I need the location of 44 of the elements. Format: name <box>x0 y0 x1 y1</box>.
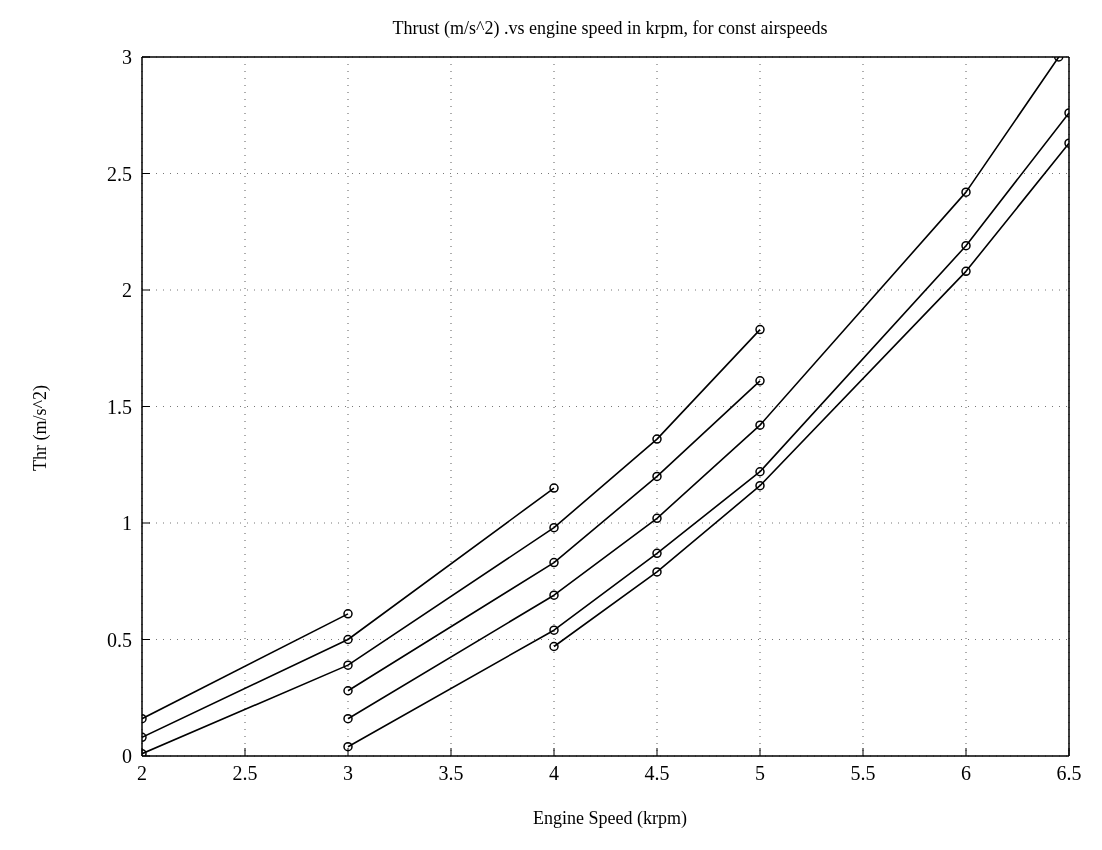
point <box>343 686 353 696</box>
y-tick-label: 2 <box>122 279 132 302</box>
x-tick-label: 3 <box>343 762 353 785</box>
point <box>755 420 765 430</box>
y-tick-label: 1.5 <box>107 395 132 418</box>
point <box>549 625 559 635</box>
point <box>549 557 559 568</box>
y-tick-label: 2.5 <box>107 162 132 185</box>
x-tick-label: 5.5 <box>850 762 876 785</box>
point <box>549 590 559 600</box>
y-tick-label: 1 <box>122 512 132 535</box>
x-tick-label: 2.5 <box>232 762 258 785</box>
x-tick-label: 5 <box>755 762 765 785</box>
x-tick-label: 4 <box>549 762 559 785</box>
point <box>961 187 971 197</box>
point <box>652 434 662 444</box>
point <box>652 567 662 577</box>
point <box>343 741 353 752</box>
y-tick-label: 0.5 <box>107 628 132 651</box>
point <box>549 483 559 493</box>
point <box>755 376 765 386</box>
point <box>343 713 353 724</box>
y-axis-title: Thr (m/s^2) <box>29 385 51 471</box>
x-tick-label: 3.5 <box>438 762 464 785</box>
point <box>343 660 353 670</box>
x-axis-title: Engine Speed (krpm) <box>532 808 688 829</box>
point <box>755 466 765 477</box>
point <box>755 480 765 491</box>
point <box>961 240 971 251</box>
point <box>755 324 765 335</box>
x-tick-label: 2 <box>137 762 147 785</box>
y-tick-label: 0 <box>122 745 132 768</box>
point <box>549 641 559 652</box>
x-tick-label: 6.5 <box>1056 762 1082 785</box>
x-tick-label: 4.5 <box>644 762 670 785</box>
point <box>652 471 662 482</box>
point <box>961 266 971 277</box>
point <box>343 634 353 645</box>
chart-title: Thrust (m/s^2) .vs engine speed in krpm, for const airspeeds <box>391 18 829 39</box>
x-tick-label: 6 <box>961 762 971 785</box>
point <box>652 548 662 559</box>
point <box>549 522 559 533</box>
y-tick-label: 3 <box>122 46 132 69</box>
point <box>652 513 662 524</box>
